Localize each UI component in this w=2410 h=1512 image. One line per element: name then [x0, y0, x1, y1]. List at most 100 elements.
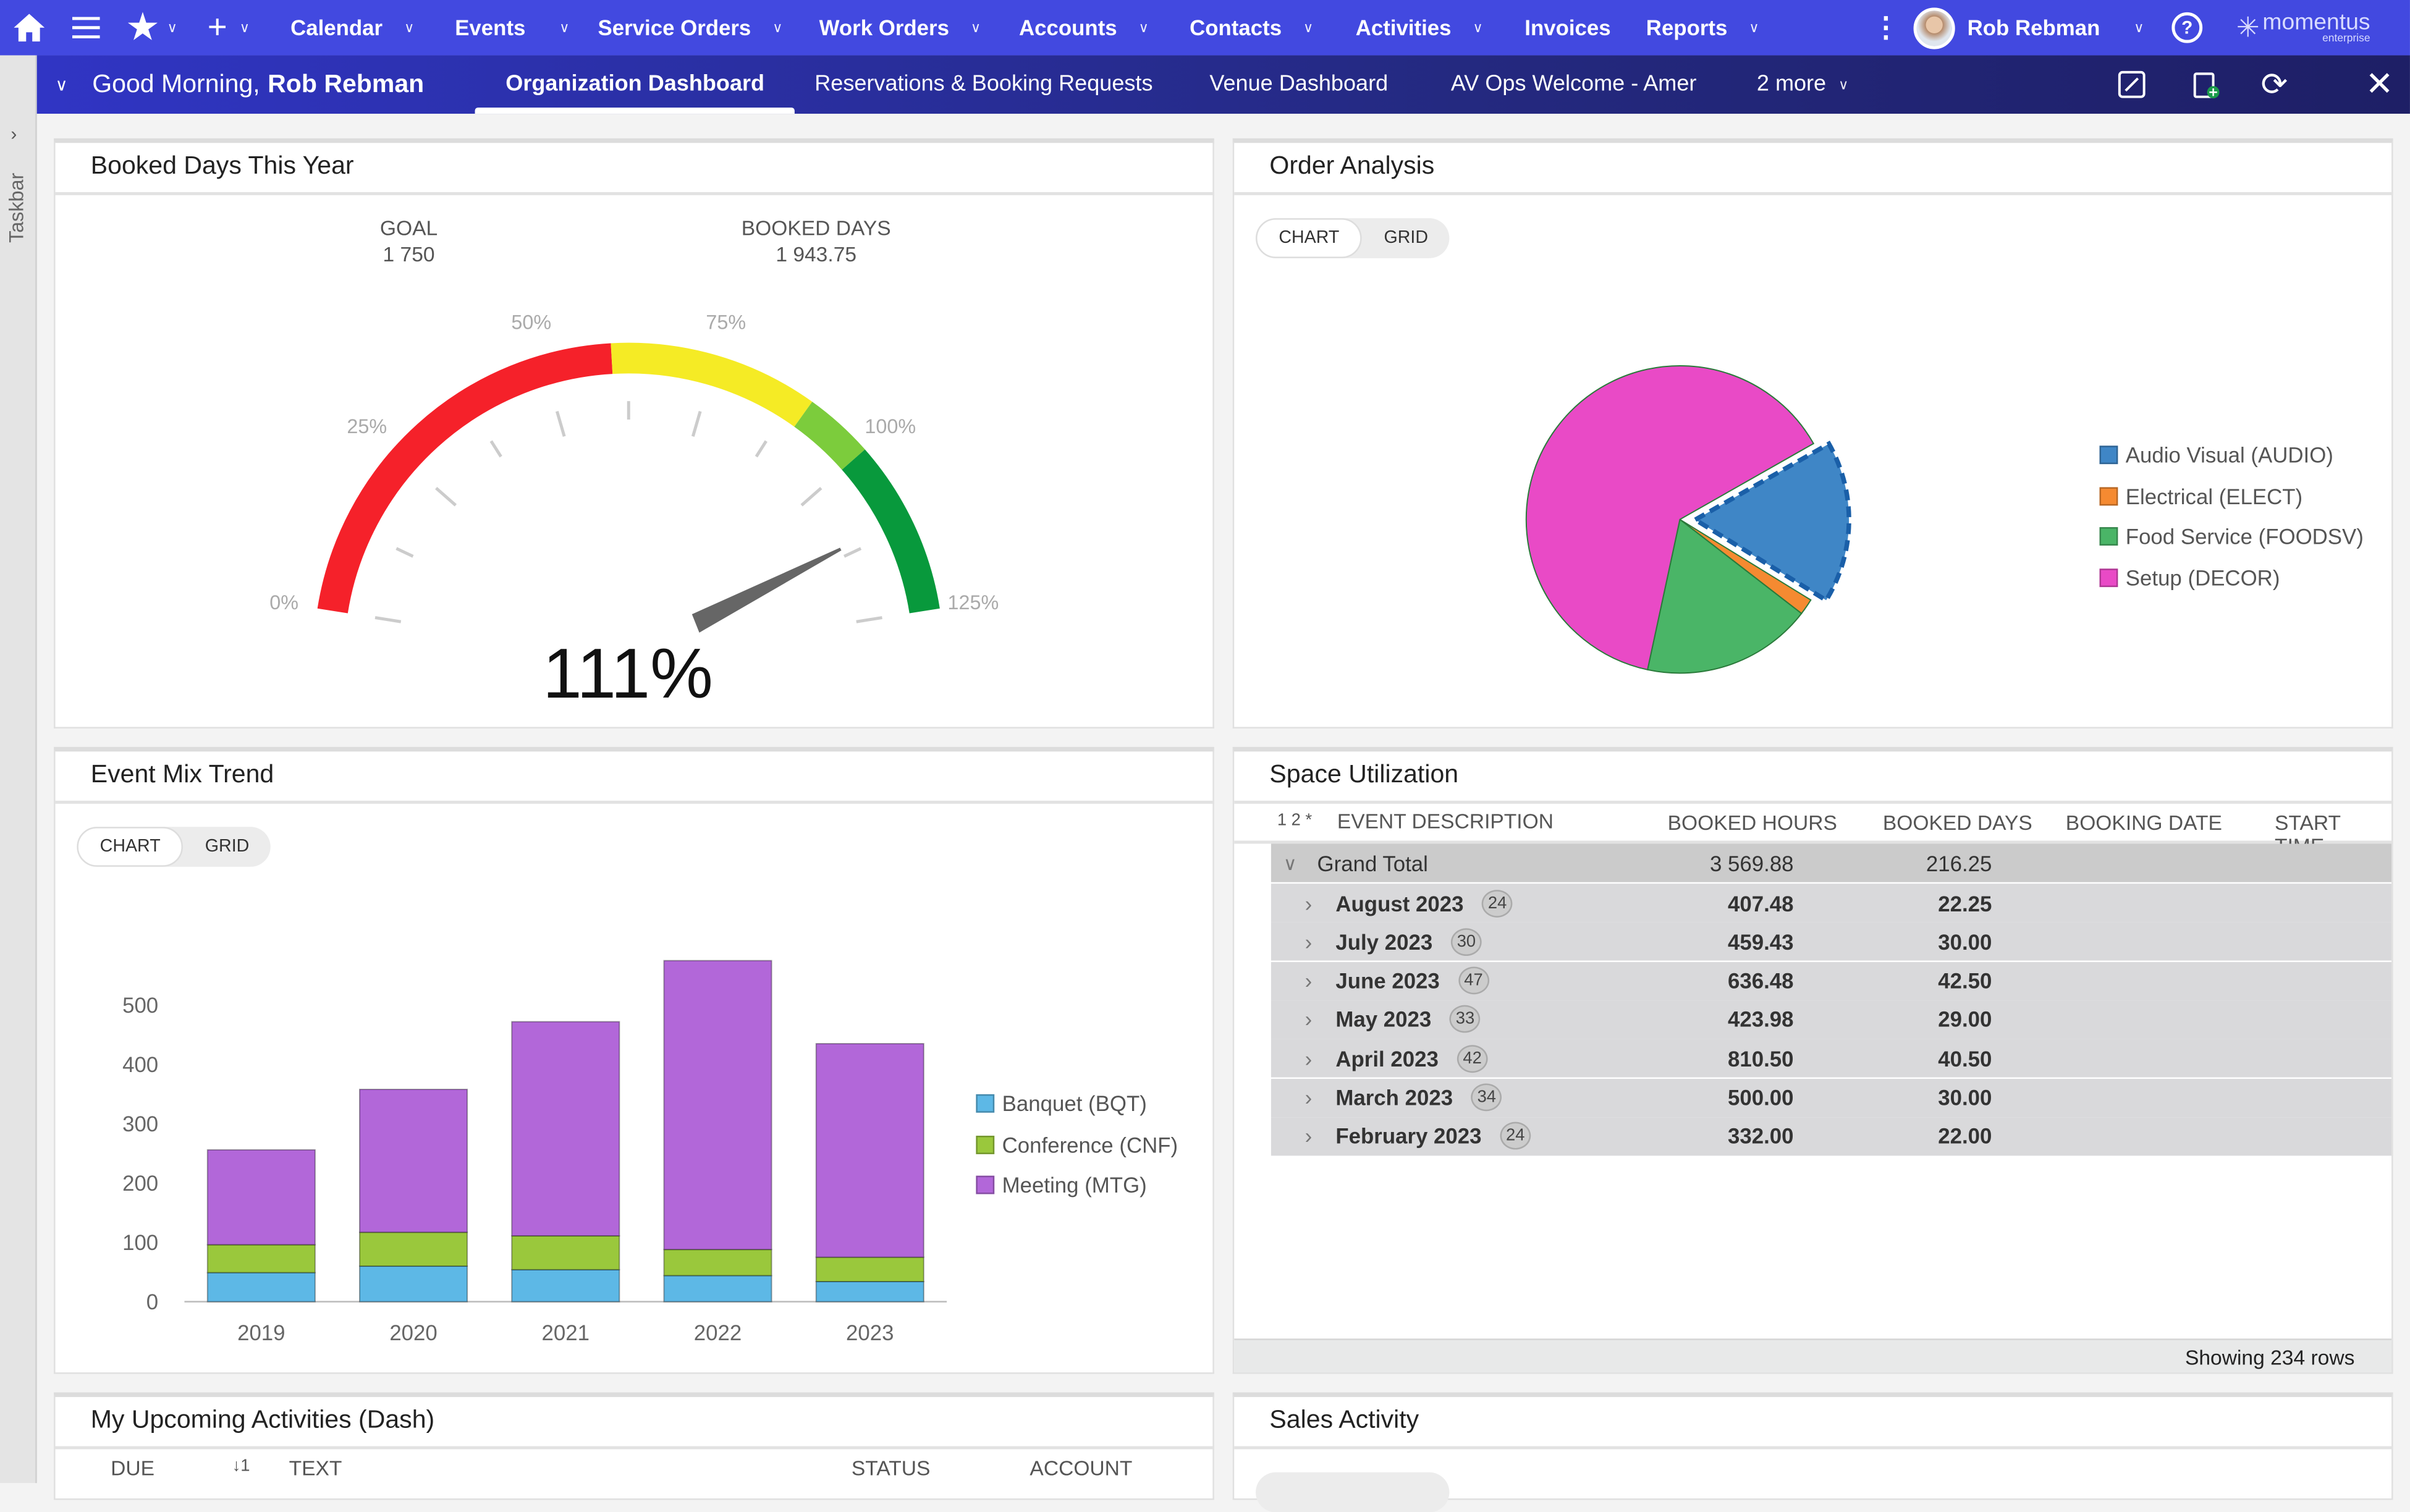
- bar-segment: [359, 1231, 468, 1267]
- table-row[interactable]: › August 2023 24 407.48 22.25: [1271, 884, 2392, 923]
- x-tick-label: 2021: [542, 1321, 590, 1345]
- panel-title: Order Analysis: [1269, 152, 1435, 180]
- chevron-right-icon[interactable]: ›: [1304, 1046, 1313, 1071]
- edit-icon[interactable]: [2118, 56, 2146, 114]
- space-utilization-panel: Space Utilization 1 2 * EVENT DESCRIPTIO…: [1232, 746, 2393, 1374]
- panel-title: Event Mix Trend: [90, 761, 274, 788]
- nav-work-orders[interactable]: Work Orders ∨: [819, 0, 981, 56]
- bar-segment: [815, 1281, 924, 1303]
- user-menu[interactable]: Rob Rebman ∨: [1913, 0, 2144, 56]
- chart-grid-toggle[interactable]: CHART GRID: [77, 827, 271, 867]
- chevron-right-icon[interactable]: ›: [1304, 1123, 1313, 1149]
- chevron-down-icon: ∨: [559, 19, 570, 35]
- table-row[interactable]: › June 2023 47 636.48 42.50: [1271, 961, 2392, 1000]
- collapse-chevron-icon[interactable]: ∨: [55, 76, 68, 95]
- chevron-right-icon[interactable]: ›: [1304, 890, 1313, 916]
- table-row[interactable]: › July 2023 30 459.43 30.00: [1271, 923, 2392, 961]
- nav-calendar[interactable]: Calendar ∨: [290, 0, 414, 56]
- table-row[interactable]: › February 2023 24 332.00 22.00: [1271, 1117, 2392, 1155]
- grid-toggle[interactable]: GRID: [1384, 229, 1428, 248]
- add-button[interactable]: + ∨: [208, 0, 250, 56]
- column-header[interactable]: ACCOUNT: [1030, 1456, 1133, 1480]
- grid-toggle[interactable]: GRID: [205, 837, 250, 856]
- tab-venue-dashboard[interactable]: Venue Dashboard: [1209, 72, 1389, 97]
- close-icon[interactable]: ✕: [2365, 64, 2394, 103]
- nav-label: Work Orders: [819, 15, 949, 40]
- nav-invoices[interactable]: Invoices: [1524, 0, 1610, 56]
- legend-item[interactable]: Electrical (ELECT): [2099, 483, 2302, 508]
- chevron-down-icon: ∨: [970, 19, 981, 35]
- chevron-down-icon[interactable]: ∨: [1283, 852, 1297, 874]
- bar-segment: [815, 1256, 924, 1283]
- grand-total-row[interactable]: ∨ Grand Total 3 569.88 216.25: [1271, 843, 2392, 882]
- nav-events[interactable]: Events ∨: [455, 0, 569, 56]
- legend-item[interactable]: Meeting (MTG): [976, 1173, 1147, 1197]
- plus-icon: +: [207, 7, 227, 46]
- tab-more[interactable]: 2 more ∨: [1756, 72, 1849, 97]
- bar-segment: [663, 1249, 772, 1277]
- chevron-right-icon[interactable]: ›: [1304, 968, 1313, 993]
- nav-contacts[interactable]: Contacts ∨: [1190, 0, 1313, 56]
- column-header[interactable]: TEXT: [289, 1456, 342, 1480]
- gauge-tick: [395, 547, 414, 558]
- help-icon[interactable]: ?: [2171, 0, 2203, 56]
- add-calendar-icon[interactable]: [2192, 56, 2220, 114]
- nav-label: Reports: [1646, 15, 1728, 40]
- chart-toggle[interactable]: CHART: [77, 827, 184, 867]
- column-header[interactable]: BOOKING DATE: [2065, 811, 2222, 835]
- legend-item[interactable]: Food Service (FOODSV): [2099, 524, 2364, 549]
- expand-icon[interactable]: ›: [11, 122, 17, 145]
- refresh-icon[interactable]: ⟳: [2260, 67, 2288, 103]
- x-tick-label: 2022: [694, 1321, 742, 1345]
- nav-activities[interactable]: Activities ∨: [1356, 0, 1483, 56]
- booked-days-panel: Booked Days This Year GOAL 1 750 BOOKED D…: [54, 138, 1214, 729]
- table-row[interactable]: › May 2023 33 423.98 29.00: [1271, 1000, 2392, 1039]
- brand-logo: ✳ momentus enterprise: [2236, 9, 2370, 45]
- legend-item[interactable]: Conference (CNF): [976, 1132, 1178, 1157]
- group-levels[interactable]: 1 2 *: [1277, 811, 1313, 830]
- nav-reports[interactable]: Reports ∨: [1646, 0, 1759, 56]
- y-tick-label: 100: [122, 1231, 158, 1255]
- chart-toggle[interactable]: CHART: [1256, 218, 1363, 258]
- y-tick-label: 0: [146, 1290, 158, 1314]
- activities-panel: My Upcoming Activities (Dash) DUE ↓1 TEX…: [54, 1392, 1214, 1500]
- column-header[interactable]: BOOKED DAYS: [1882, 811, 2032, 835]
- chevron-right-icon[interactable]: ›: [1304, 1007, 1313, 1032]
- legend-item[interactable]: Banquet (BQT): [976, 1091, 1147, 1116]
- nav-label: Calendar: [290, 15, 383, 40]
- table-row[interactable]: › March 2023 34 500.00 30.00: [1271, 1078, 2392, 1117]
- column-header[interactable]: BOOKED HOURS: [1667, 811, 1837, 835]
- tab-av-ops[interactable]: AV Ops Welcome - Amer: [1450, 72, 1697, 97]
- column-header[interactable]: STATUS: [851, 1456, 931, 1480]
- chevron-right-icon[interactable]: ›: [1304, 929, 1313, 955]
- legend-item[interactable]: Setup (DECOR): [2099, 565, 2280, 589]
- gauge-tick: [844, 547, 862, 558]
- home-icon[interactable]: [12, 0, 46, 56]
- chevron-right-icon[interactable]: ›: [1304, 1084, 1313, 1110]
- chart-grid-toggle[interactable]: CHART GRID: [1256, 218, 1450, 258]
- menu-icon[interactable]: [72, 0, 100, 56]
- gauge-needle: [691, 547, 842, 633]
- more-options-icon[interactable]: ⋮: [1872, 11, 1900, 43]
- column-header[interactable]: DUE: [111, 1456, 155, 1480]
- tab-reservations[interactable]: Reservations & Booking Requests: [814, 72, 1153, 97]
- gauge-tick-label: 125%: [948, 591, 999, 614]
- sort-icon[interactable]: ↓1: [232, 1456, 250, 1476]
- gauge-tick-label: 50%: [511, 311, 551, 333]
- taskbar[interactable]: › Taskbar: [0, 55, 37, 1484]
- gauge-tick: [755, 440, 767, 458]
- chart-grid-toggle[interactable]: [1256, 1472, 1450, 1512]
- gauge-tick-label: 75%: [706, 311, 746, 333]
- panel-title: Booked Days This Year: [90, 152, 354, 180]
- column-header[interactable]: EVENT DESCRIPTION: [1337, 809, 1554, 834]
- nav-service-orders[interactable]: Service Orders ∨: [598, 0, 783, 56]
- gauge-tick: [800, 486, 822, 507]
- row-count: Showing 234 rows: [1234, 1338, 2392, 1373]
- favorites-button[interactable]: ★ ∨: [127, 0, 177, 56]
- legend-item[interactable]: Audio Visual (AUDIO): [2099, 442, 2333, 467]
- x-tick-label: 2023: [846, 1321, 894, 1345]
- bar-segment: [663, 1275, 772, 1303]
- nav-accounts[interactable]: Accounts ∨: [1019, 0, 1149, 56]
- table-row[interactable]: › April 2023 42 810.50 40.50: [1271, 1039, 2392, 1078]
- tab-organization-dashboard[interactable]: Organization Dashboard: [475, 56, 796, 114]
